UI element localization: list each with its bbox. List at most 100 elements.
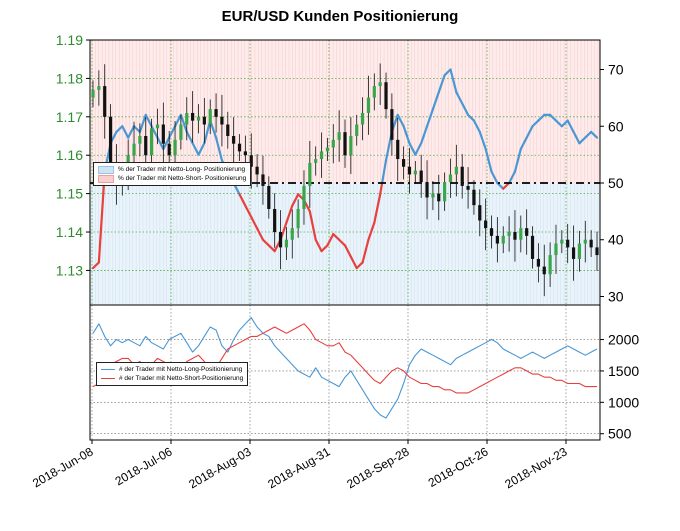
price-candle [384, 82, 388, 110]
date-tick-label: 2018-Aug-03 [186, 444, 253, 491]
long-pct-segment [560, 119, 569, 128]
long-pct-segment [478, 130, 487, 151]
price-candle [261, 174, 265, 186]
long-pct-segment [250, 215, 259, 230]
long-pct-segment [414, 142, 423, 156]
long-pct-segment [244, 204, 253, 219]
count-tick-label: 1000 [608, 394, 639, 410]
long-pct-segment [431, 91, 440, 111]
price-candle [419, 170, 423, 183]
long-pct-segment [578, 136, 587, 145]
price-candle [155, 124, 160, 129]
price-tick-label: 1.15 [56, 186, 83, 202]
long-pct-segment [449, 68, 458, 94]
long-pct-segment [349, 255, 358, 270]
long-pct-segment [437, 74, 446, 94]
pct-tick-label: 50 [608, 175, 624, 191]
price-candle [179, 124, 183, 140]
price-tick-label: 1.17 [56, 109, 83, 125]
long-pct-segment [144, 113, 153, 128]
long-pct-segment [168, 125, 177, 139]
date-tick-label: 2018-Aug-31 [265, 444, 332, 491]
legend-entry-short-count: # der Trader mit Netto-Short-Positionier… [101, 374, 243, 383]
price-candle [232, 136, 236, 144]
price-candle [495, 235, 499, 244]
price-candle [308, 162, 312, 186]
legend-line-short [101, 378, 115, 379]
long-pct-segment [490, 170, 499, 185]
price-tick-label: 1.19 [56, 32, 83, 48]
price-candle [372, 86, 376, 98]
long-pct-segment [566, 119, 575, 134]
price-candle [296, 208, 300, 229]
long-pct-segment [355, 261, 364, 270]
legend-entry-short-pct: % der Trader mit Netto-Short- Positionie… [98, 174, 246, 183]
price-tick-label: 1.14 [56, 224, 83, 240]
legend-entry-long-pct: % der Trader mit Netto-Long- Positionier… [98, 165, 246, 174]
price-candle [489, 228, 494, 236]
price-candle [501, 235, 505, 244]
long-pct-segment [191, 142, 200, 156]
long-pct-segment [472, 119, 481, 134]
long-pct-segment [338, 238, 347, 247]
long-pct-segment [150, 125, 159, 139]
long-pct-segment [214, 136, 224, 162]
price-candle [525, 228, 529, 236]
long-pct-segment [572, 130, 581, 145]
long-pct-segment [507, 170, 517, 185]
long-pct-segment [173, 113, 183, 128]
price-candle [577, 243, 582, 259]
long-pct-segment [255, 227, 265, 241]
long-pct-segment [513, 147, 522, 173]
price-candle [542, 266, 546, 275]
price-candle [378, 82, 382, 87]
long-pct-segment [537, 113, 546, 122]
price-candle [220, 116, 224, 125]
price-candle [478, 205, 482, 221]
price-candle [366, 97, 371, 113]
long-pct-segment [420, 125, 429, 145]
long-pct-segment [519, 136, 528, 151]
legend-entry-long-count: # der Trader mit Netto-Long-Positionieru… [101, 365, 243, 374]
price-candle [319, 151, 324, 160]
legend-label-long-pct: % der Trader mit Netto-Long- Positionier… [118, 166, 246, 173]
price-candle [402, 159, 406, 167]
long-pct-segment [373, 193, 382, 224]
long-pct-segment [261, 238, 270, 247]
long-pct-segment [381, 159, 388, 185]
legend-label-short-pct: % der Trader mit Netto-Short- Positionie… [118, 175, 247, 182]
price-candle [466, 185, 470, 190]
price-candle [278, 232, 283, 248]
price-candle [138, 136, 142, 144]
price-candle [571, 247, 576, 259]
price-candle [150, 128, 154, 156]
price-candle [448, 174, 453, 183]
long-pct-segment [554, 119, 563, 128]
long-pct-segment [461, 102, 470, 117]
price-tick-label: 1.13 [56, 262, 83, 278]
price-candle [196, 116, 201, 121]
long-pct-segment [502, 181, 511, 190]
price-candle [513, 232, 517, 240]
long-pct-segment [531, 119, 540, 128]
long-pct-segment [443, 68, 452, 77]
long-pct-segment [132, 125, 141, 134]
legend-swatch-long [98, 165, 114, 174]
price-tick-label: 1.18 [56, 70, 83, 86]
price-candle [226, 124, 230, 137]
price-candle [314, 159, 318, 163]
price-candle [249, 155, 253, 167]
price-candle [519, 228, 523, 240]
long-pct-segment [156, 136, 165, 151]
count-tick-label: 500 [608, 426, 632, 442]
price-candle [355, 124, 359, 137]
price-tick-label: 1.16 [56, 147, 83, 163]
price-candle [484, 220, 488, 229]
price-candle [108, 116, 113, 163]
price-candle [290, 228, 294, 240]
price-candle [566, 239, 570, 248]
date-tick-label: 2018-Sep-28 [344, 444, 411, 491]
long-pct-segment [361, 238, 370, 264]
long-pct-segment [138, 113, 147, 134]
